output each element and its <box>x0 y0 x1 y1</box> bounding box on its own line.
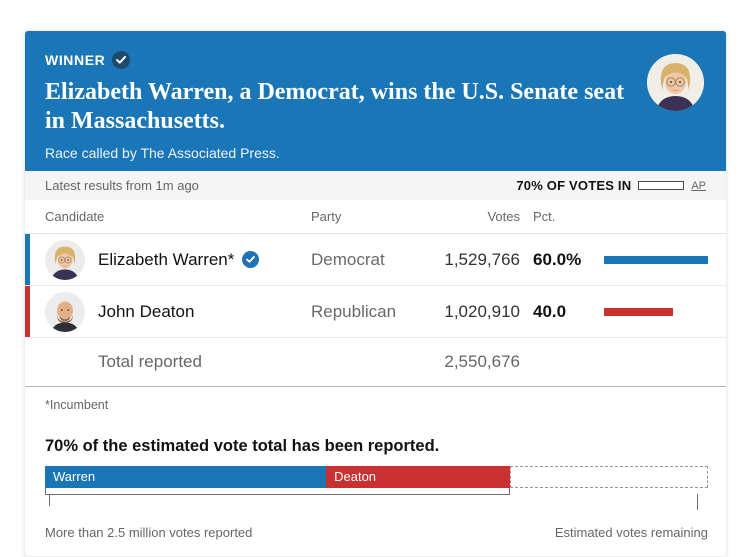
warren-pct-bar <box>604 255 708 264</box>
estimate-annotations <box>45 488 708 522</box>
remaining-tick <box>697 494 698 510</box>
estimate-section: *Incumbent 70% of the estimated vote tot… <box>25 386 726 556</box>
latest-results-text: Latest results from 1m ago <box>45 178 199 193</box>
winner-check-icon <box>242 251 260 268</box>
results-table: Candidate Party Votes Pct. <box>25 200 726 386</box>
warren-accent-bar <box>25 234 30 285</box>
table-row-warren: Elizabeth Warren* Democrat 1,529,766 60.… <box>25 234 726 286</box>
election-results-card: WINNER Elizabeth Warren, a Democrat, win… <box>24 30 727 557</box>
race-call-banner: WINNER Elizabeth Warren, a Democrat, win… <box>25 31 726 171</box>
candidate-name: John Deaton <box>98 301 195 321</box>
estimate-heading: 70% of the estimated vote total has been… <box>45 437 440 455</box>
col-header-votes: Votes <box>487 209 520 224</box>
votes-in-meter <box>638 181 685 190</box>
incumbent-footnote: *Incumbent <box>45 398 109 412</box>
estimate-stacked-bar: Warren Deaton <box>45 466 708 488</box>
winner-check-icon <box>112 51 131 69</box>
deaton-accent-bar <box>25 286 30 337</box>
candidate-votes: 1,020,910 <box>444 301 520 321</box>
headline: Elizabeth Warren, a Democrat, wins the U… <box>45 79 625 134</box>
table-row-deaton: John Deaton Republican 1,020,910 40.0 <box>25 286 726 338</box>
deaton-pct-bar <box>604 307 674 316</box>
warren-segment: Warren <box>45 466 327 488</box>
reported-bracket <box>45 488 511 495</box>
candidate-party: Democrat <box>311 249 385 269</box>
deaton-thumb-avatar <box>45 291 85 332</box>
candidate-votes: 1,529,766 <box>444 249 520 269</box>
winner-label: WINNER <box>45 52 106 68</box>
ap-source-link[interactable]: AP <box>691 179 706 192</box>
warren-thumb-avatar <box>45 239 85 280</box>
total-label: Total reported <box>98 352 202 371</box>
estimated-remaining-segment <box>510 466 708 488</box>
total-reported-row: Total reported 2,550,676 <box>25 338 726 386</box>
votes-in-meter-group: 70% OF VOTES IN AP <box>516 178 706 193</box>
reported-tick <box>49 495 50 506</box>
warren-portrait-avatar <box>647 54 704 111</box>
status-strip: Latest results from 1m ago 70% OF VOTES … <box>25 171 726 200</box>
winner-row: WINNER <box>45 51 706 69</box>
col-header-party: Party <box>311 209 342 224</box>
race-called-subhead: Race called by The Associated Press. <box>45 145 280 161</box>
reported-label: More than 2.5 million votes reported <box>45 525 253 540</box>
candidate-party: Republican <box>311 301 397 321</box>
candidate-pct: 60.0% <box>533 249 582 269</box>
table-header-row: Candidate Party Votes Pct. <box>25 200 726 234</box>
estimate-labels: More than 2.5 million votes reported Est… <box>45 525 708 540</box>
col-header-pct: Pct. <box>533 209 556 224</box>
total-votes: 2,550,676 <box>444 352 520 371</box>
col-header-candidate: Candidate <box>45 209 105 224</box>
candidate-name: Elizabeth Warren* <box>98 250 260 270</box>
votes-in-label: 70% OF VOTES IN <box>516 178 632 193</box>
candidate-pct: 40.0 <box>533 301 567 321</box>
remaining-label: Estimated votes remaining <box>554 525 708 540</box>
deaton-segment: Deaton <box>326 466 511 488</box>
